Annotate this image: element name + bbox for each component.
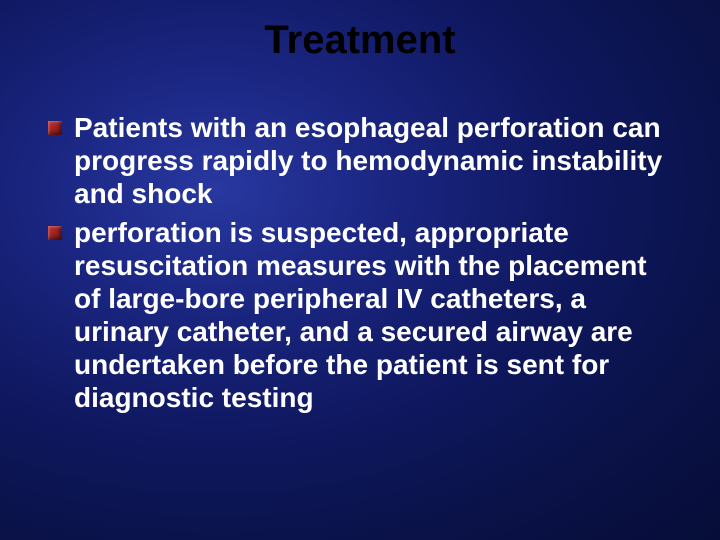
- bullet-list: Patients with an esophageal perforation …: [48, 111, 672, 414]
- slide-title: Treatment: [48, 18, 672, 63]
- list-item: perforation is suspected, appropriate re…: [48, 216, 672, 414]
- list-item: Patients with an esophageal perforation …: [48, 111, 672, 210]
